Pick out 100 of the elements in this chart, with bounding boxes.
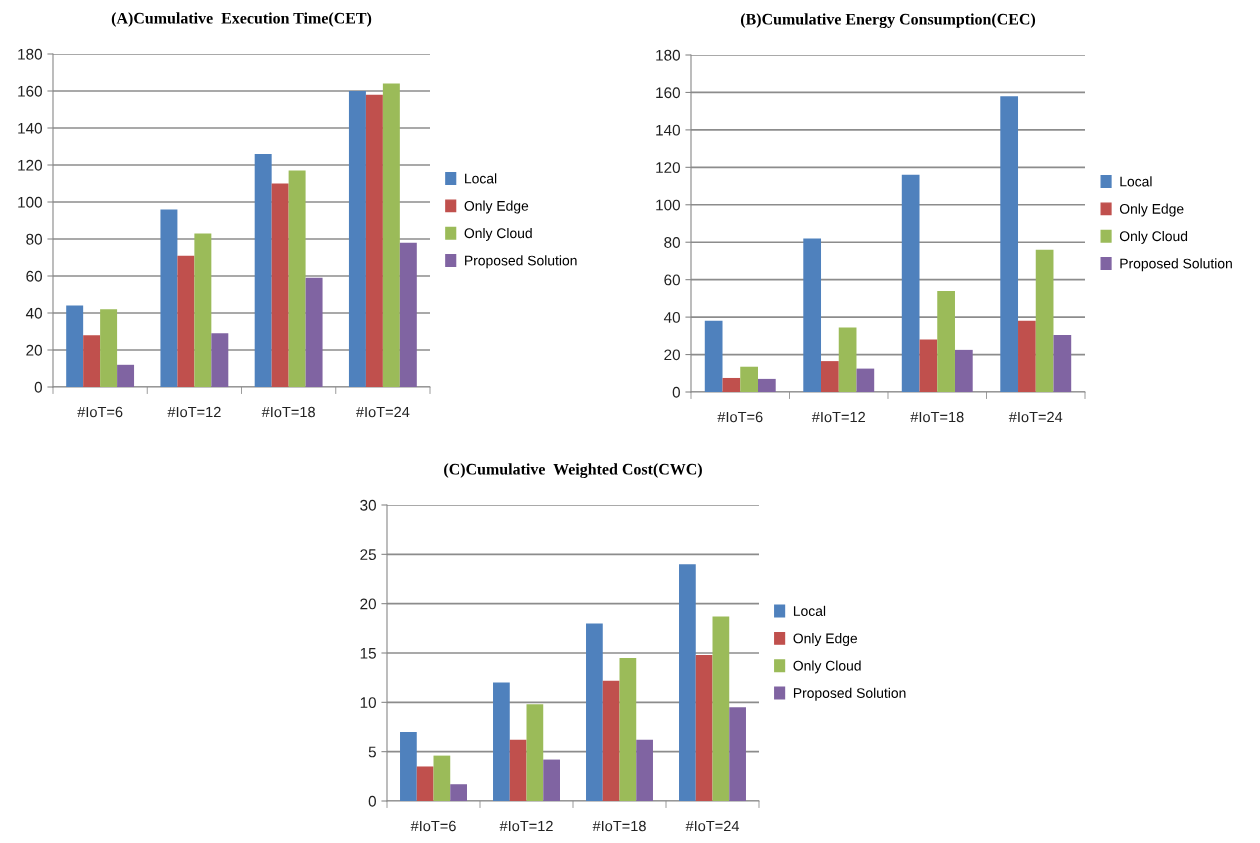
x-tick-label: #IoT=18 [910, 411, 964, 423]
bar [704, 320, 723, 392]
x-tick-label: #IoT=6 [717, 411, 763, 423]
bar [821, 361, 839, 392]
bar [400, 731, 417, 801]
bar [679, 564, 696, 801]
y-tick-label: 20 [26, 344, 42, 356]
x-tick-label: #IoT=6 [410, 820, 456, 832]
legend-label: Only Edge [793, 633, 858, 647]
legend-label: Local [465, 173, 497, 184]
bar [305, 277, 323, 387]
bar [288, 170, 306, 387]
y-tick-label: 60 [26, 270, 42, 282]
x-tick-label: #IoT=12 [811, 411, 865, 423]
bar [194, 233, 212, 387]
bar [722, 377, 741, 392]
bar [856, 368, 875, 392]
legend-label: Only Cloud [1119, 230, 1188, 244]
bar [271, 183, 289, 387]
bar [636, 739, 653, 801]
y-tick-label: 30 [360, 499, 376, 511]
bar [83, 335, 101, 387]
bar [712, 616, 730, 801]
bar [416, 766, 434, 801]
legend-label: Only Cloud [464, 227, 532, 241]
x-tick-label: #IoT=18 [592, 820, 646, 832]
bar [803, 238, 822, 392]
bar [177, 255, 195, 387]
bar [1018, 320, 1036, 392]
bar [954, 349, 973, 392]
bar [1000, 96, 1019, 392]
y-tick-label: 140 [656, 124, 680, 136]
y-tick-label: 5 [368, 746, 376, 758]
x-tick-label: #IoT=12 [499, 820, 553, 832]
y-tick-label: 0 [34, 381, 42, 393]
y-tick-label: 80 [664, 237, 680, 248]
bar [937, 290, 955, 392]
y-tick-label: 40 [663, 311, 680, 323]
y-tick-label: 120 [656, 162, 680, 174]
y-tick-label: 100 [656, 199, 680, 211]
bar [211, 333, 229, 387]
y-tick-label: 25 [360, 549, 376, 561]
bar [399, 242, 417, 387]
bar [729, 707, 746, 801]
x-tick-label: #IoT=24 [355, 406, 410, 418]
bar [757, 378, 776, 392]
bar [695, 654, 713, 801]
y-tick-label: 120 [18, 159, 42, 171]
bar [100, 309, 118, 387]
bar [602, 680, 620, 801]
bar [254, 153, 272, 387]
bar [433, 755, 451, 801]
y-tick-label: 80 [26, 233, 42, 245]
bar [493, 682, 510, 801]
y-tick-label: 60 [664, 274, 680, 286]
x-tick-label: #IoT=18 [261, 406, 315, 418]
y-tick-label: 160 [656, 87, 680, 99]
y-tick-label: 180 [18, 48, 42, 60]
y-tick-label: 0 [368, 795, 376, 807]
legend-label: Local [1120, 176, 1152, 187]
bar [543, 759, 560, 801]
x-tick-label: #IoT=24 [685, 820, 740, 832]
bar [509, 739, 527, 801]
bar [1053, 334, 1072, 392]
chart-title: (A)Cumulative Execution Time(CET) [111, 12, 372, 27]
bar [365, 94, 383, 387]
bar [382, 83, 400, 387]
bar [450, 784, 467, 801]
chart-title: (B)Cumulative Energy Consumption(CEC) [740, 13, 1036, 28]
legend-label: Only Edge [464, 200, 529, 214]
bar [740, 366, 758, 392]
y-tick-label: 10 [360, 697, 376, 709]
x-tick-label: #IoT=24 [1008, 411, 1063, 423]
y-tick-label: 100 [18, 196, 42, 208]
y-tick-label: 180 [656, 49, 680, 61]
legend-label: Proposed Solution [465, 255, 577, 269]
bar [526, 704, 544, 801]
bar [619, 657, 637, 801]
y-tick-label: 15 [360, 648, 376, 659]
bar [160, 209, 178, 387]
y-tick-label: 40 [25, 307, 42, 319]
y-tick-label: 140 [18, 122, 42, 134]
legend-label: Only Edge [1119, 203, 1184, 217]
bar [838, 327, 857, 392]
legend-label: Proposed Solution [793, 687, 906, 701]
y-tick-label: 160 [18, 85, 42, 97]
y-tick-label: 0 [672, 386, 680, 398]
legend-label: Proposed Solution [1120, 258, 1232, 272]
chart-title: (C)Cumulative Weighted Cost(CWC) [444, 463, 702, 478]
x-tick-label: #IoT=6 [77, 406, 123, 418]
x-tick-label: #IoT=12 [167, 406, 221, 418]
legend-label: Only Cloud [793, 660, 861, 674]
bar [348, 91, 366, 387]
bar [901, 174, 920, 392]
bar [1035, 249, 1054, 392]
bar [586, 623, 603, 801]
bar [919, 339, 938, 392]
bar [66, 305, 84, 387]
y-tick-label: 20 [360, 598, 376, 610]
bar [117, 364, 135, 387]
